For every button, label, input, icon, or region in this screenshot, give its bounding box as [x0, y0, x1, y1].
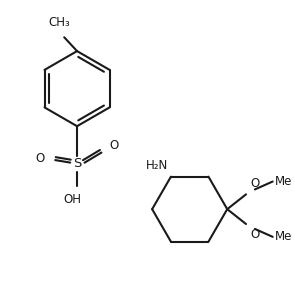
Text: OH: OH	[63, 193, 81, 206]
Text: O: O	[110, 140, 119, 153]
Text: O: O	[250, 228, 259, 241]
Text: O: O	[35, 152, 45, 165]
Text: Me: Me	[275, 175, 292, 188]
Text: O: O	[250, 177, 259, 190]
Text: CH₃: CH₃	[48, 16, 70, 29]
Text: H₂N: H₂N	[146, 159, 168, 172]
Text: S: S	[73, 157, 81, 170]
Text: Me: Me	[275, 230, 292, 243]
